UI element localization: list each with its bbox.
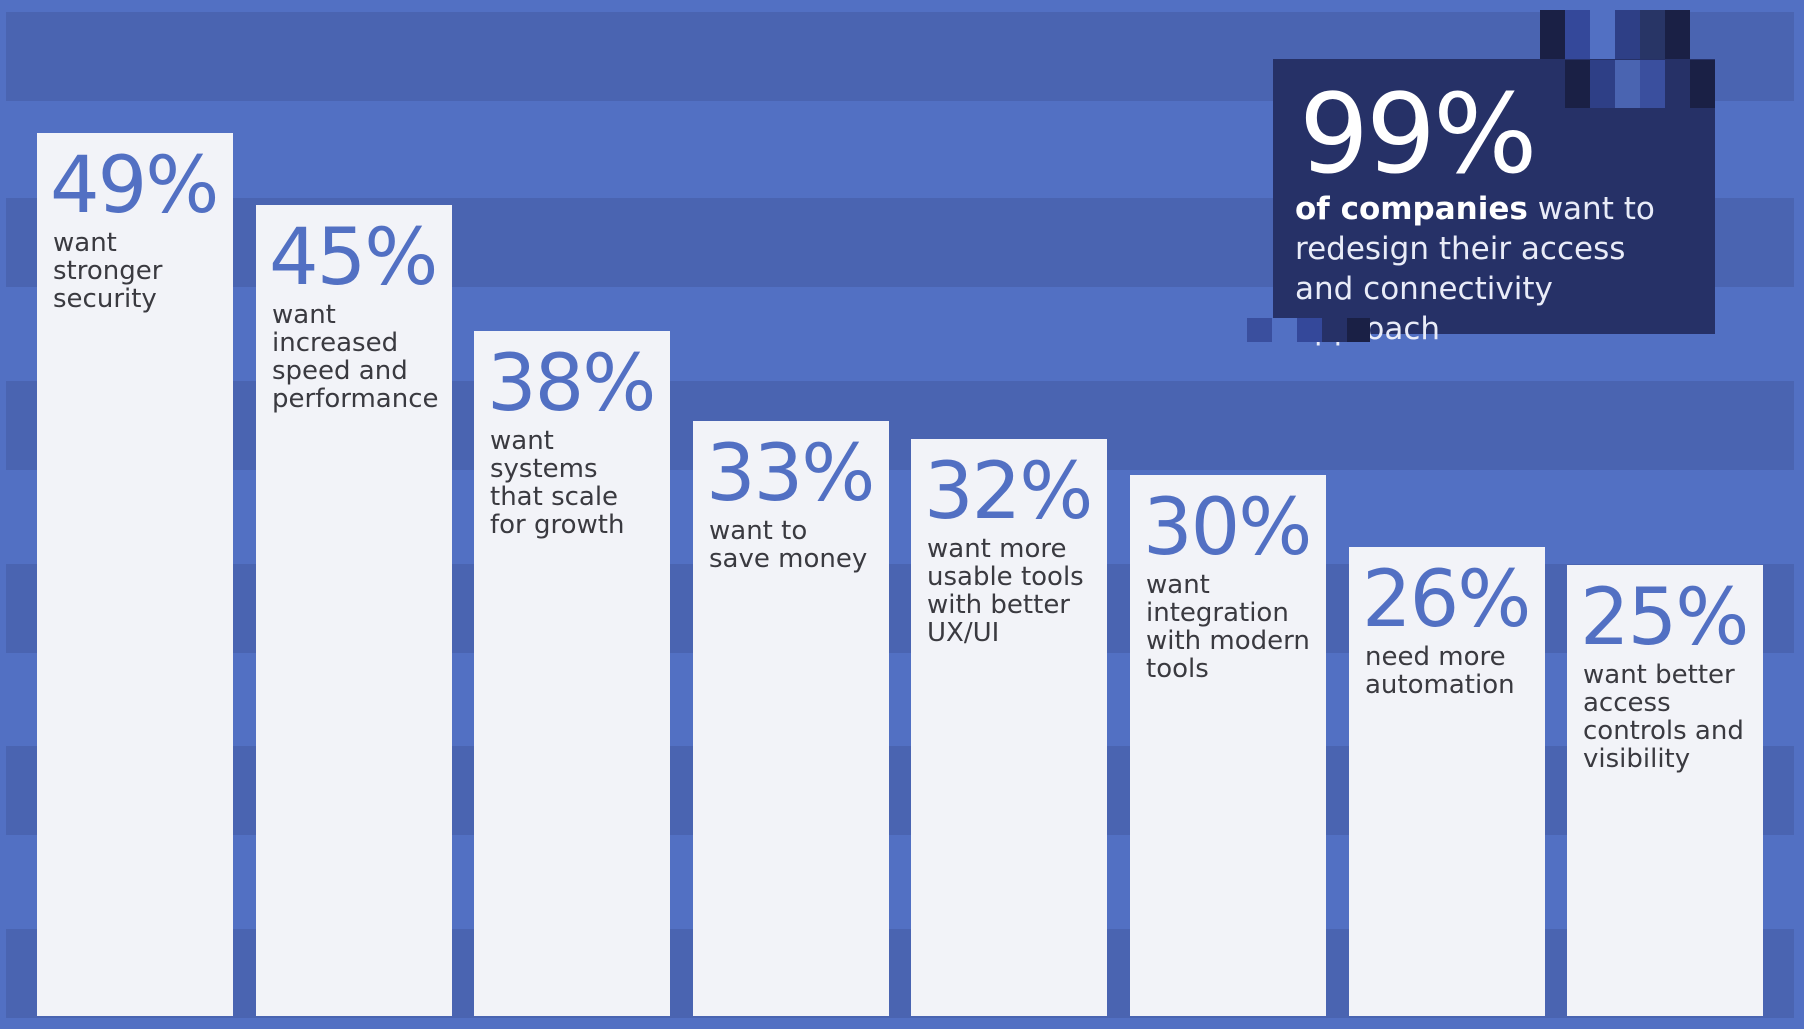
pixel-block: [1590, 10, 1615, 60]
bar: 25% want better access controls and visib…: [1567, 565, 1763, 1016]
pixel-block: [1272, 318, 1297, 342]
bar-category-label: want systems that scale for growth: [490, 426, 625, 540]
bar-category-label: want integration with modern tools: [1146, 570, 1310, 684]
bar-value-label: 49%: [50, 141, 219, 231]
pixel-block: [1640, 10, 1665, 60]
pixel-block: [1297, 318, 1322, 342]
bar-value-label: 45%: [269, 213, 438, 303]
callout-value: 99%: [1299, 70, 1538, 198]
bar: 33% want to save money: [693, 421, 889, 1016]
pixel-block: [1665, 10, 1690, 60]
bar-category-label: want increased speed and performance: [272, 300, 439, 414]
pixel-block: [1615, 10, 1640, 60]
bar-value-label: 25%: [1580, 573, 1749, 663]
bar-category-label: want to save money: [709, 516, 868, 574]
pixel-block: [1322, 318, 1347, 342]
pixel-block: [1565, 60, 1590, 108]
pixel-block: [1690, 60, 1715, 108]
pixel-block: [1565, 10, 1590, 60]
bar-value-label: 26%: [1362, 555, 1531, 645]
pixel-block: [1615, 60, 1640, 108]
bar-value-label: 30%: [1143, 483, 1312, 573]
bar-category-label: need more automation: [1365, 642, 1515, 700]
pixel-block: [1540, 10, 1565, 60]
bar: 38% want systems that scale for growth: [474, 331, 670, 1016]
pixel-block: [1590, 60, 1615, 108]
bar-value-label: 38%: [487, 339, 656, 429]
bar: 49% want stronger security: [37, 133, 233, 1016]
bar: 26% need more automation: [1349, 547, 1545, 1016]
pixel-block: [1640, 60, 1665, 108]
pixel-block: [1347, 318, 1370, 342]
bar-value-label: 33%: [706, 429, 875, 519]
callout-text-bold: of companies: [1295, 191, 1528, 227]
bar-value-label: 32%: [924, 447, 1093, 537]
bar: 45% want increased speed and performance: [256, 205, 452, 1016]
bar: 30% want integration with modern tools: [1130, 475, 1326, 1016]
bar-category-label: want more usable tools with better UX/UI: [927, 534, 1084, 648]
bar: 32% want more usable tools with better UX…: [911, 439, 1107, 1016]
bar-category-label: want better access controls and visibili…: [1583, 660, 1744, 774]
bar-category-label: want stronger security: [53, 228, 163, 314]
pixel-block: [1247, 318, 1272, 342]
pixel-block: [1665, 60, 1690, 108]
